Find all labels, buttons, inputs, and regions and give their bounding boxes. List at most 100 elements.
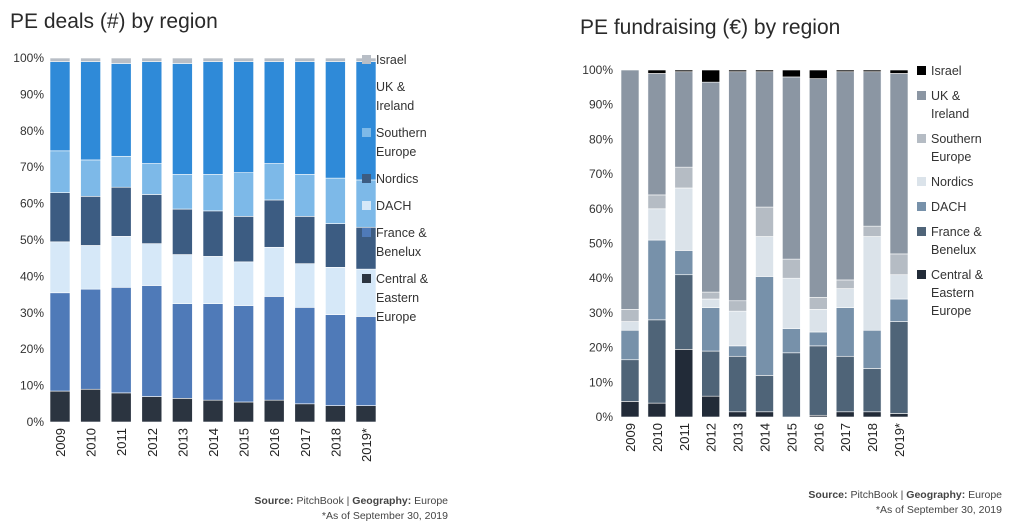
bar-segment <box>110 236 132 288</box>
bar-segment <box>172 254 193 304</box>
legend-swatch <box>362 274 371 283</box>
bar-segment <box>701 307 721 352</box>
source-line-left: Source: PitchBook | Geography: Europe <box>254 495 448 507</box>
bar-segment <box>202 61 224 175</box>
x-axis-deals: 2009 2010 2011 2012 2013 2014 2015 2016 2017 2018… <box>53 428 374 462</box>
legend-swatch <box>917 66 926 75</box>
bar-segment <box>263 246 285 297</box>
y-tick-label: 80% <box>20 124 44 138</box>
bar-segment <box>835 279 855 289</box>
bar-segment <box>233 305 254 403</box>
x-tick-label: 2010 <box>84 428 99 457</box>
bar-segment <box>674 71 694 168</box>
y-tick-label: 30% <box>589 306 613 320</box>
bar-segment <box>782 328 801 354</box>
legend-label: France & Benelux <box>931 225 982 257</box>
bar-segment <box>647 402 667 418</box>
chart-title-deals: PE deals (#) by region <box>10 10 218 33</box>
bar-segment <box>80 388 101 423</box>
legend-item: Central & Eastern Europe <box>917 268 984 318</box>
bar-segment <box>172 208 193 255</box>
bar-segment <box>80 288 101 390</box>
bars-deals <box>49 57 377 423</box>
bar-segment <box>835 71 855 281</box>
y-tick-label: 0% <box>596 410 614 424</box>
legend-item: Southern Europe <box>917 132 982 164</box>
y-tick-label: 80% <box>589 132 613 146</box>
bar-segment <box>728 345 747 357</box>
footnote-left: *As of September 30, 2019 <box>322 510 448 522</box>
bar-segment <box>49 57 71 62</box>
bar-segment <box>172 57 193 64</box>
legend-swatch <box>362 82 371 91</box>
bar-segment <box>889 274 909 300</box>
y-tick-label: 90% <box>20 87 44 101</box>
bar-segment <box>728 310 747 347</box>
bar-segment <box>49 61 71 152</box>
bar-segment <box>782 69 801 78</box>
y-tick-label: 70% <box>589 167 613 181</box>
bar-segment <box>202 399 224 423</box>
bar-segment <box>263 399 285 423</box>
bar-segment <box>172 398 193 423</box>
bar-segment <box>674 250 694 276</box>
bar-segment <box>862 368 882 413</box>
bar-segment <box>355 316 377 406</box>
bar-segment <box>728 300 747 312</box>
bar-segment <box>647 319 667 404</box>
bar-segment <box>620 69 640 310</box>
legend-item: Central & Eastern Europe <box>362 272 429 324</box>
y-tick-label: 10% <box>589 375 613 389</box>
bar-segment <box>728 69 747 73</box>
bar-segment <box>889 321 909 414</box>
x-tick-label: 2016 <box>267 428 282 457</box>
legend-swatch <box>362 55 371 64</box>
legend-item: France & Benelux <box>362 226 427 259</box>
bar-segment <box>782 258 801 279</box>
bar-segment <box>141 61 163 164</box>
bar-segment <box>110 155 132 188</box>
bar-segment <box>233 172 254 217</box>
legend-swatch <box>362 228 371 237</box>
bar-segment <box>728 71 747 302</box>
legend-swatch <box>917 177 926 186</box>
bar-segment <box>728 355 747 413</box>
x-tick-label: 2016 <box>811 423 826 452</box>
legend-swatch <box>917 91 926 100</box>
bar-segment <box>172 63 193 175</box>
legend-label: France & Benelux <box>376 226 427 259</box>
bar-segment <box>49 150 71 193</box>
legend-label: DACH <box>931 200 966 214</box>
legend-deals: Israel UK & Ireland Southern Europe Nordics DA… <box>362 53 429 324</box>
bar-segment <box>647 208 667 241</box>
bar-segment <box>263 296 285 401</box>
bar-segment <box>620 329 640 361</box>
bar-segment <box>110 186 132 237</box>
bar-segment <box>728 411 747 418</box>
bar-segment <box>620 321 640 331</box>
x-tick-label: 2014 <box>206 428 221 457</box>
bar-segment <box>835 355 855 413</box>
bar-segment <box>263 61 285 164</box>
bar-segment <box>862 71 882 227</box>
bar-segment <box>862 225 882 237</box>
bar-segment <box>782 76 801 260</box>
bar-segment <box>110 392 132 423</box>
bar-segment <box>647 194 667 210</box>
x-tick-label: 2015 <box>784 423 799 452</box>
bar-segment <box>620 359 640 402</box>
bar-segment <box>835 411 855 418</box>
bar-segment <box>701 81 721 293</box>
bar-segment <box>141 57 163 62</box>
bar-segment <box>141 243 163 286</box>
bar-segment <box>808 309 828 333</box>
x-tick-label: 2009 <box>623 423 638 452</box>
bar-segment <box>49 192 71 243</box>
legend-label: UK & Ireland <box>376 80 414 113</box>
legend-label: Southern Europe <box>931 132 982 164</box>
legend-label: Southern Europe <box>376 126 427 159</box>
bar-segment <box>889 253 909 276</box>
bar-segment <box>782 277 801 329</box>
y-tick-label: 40% <box>20 269 44 283</box>
